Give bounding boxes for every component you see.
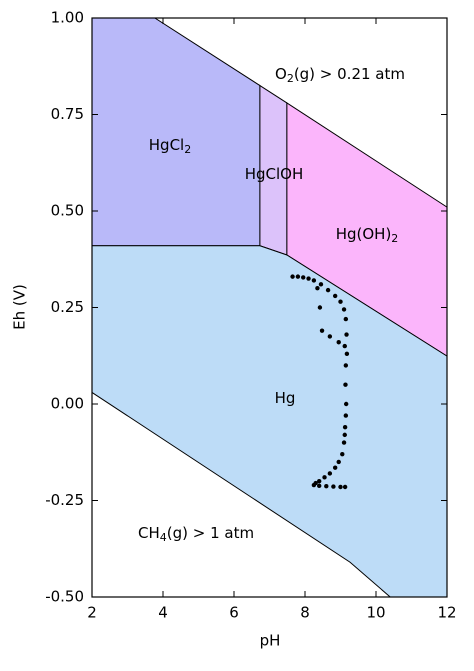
- data-point: [343, 401, 349, 407]
- data-point: [342, 343, 347, 349]
- data-point: [341, 440, 347, 445]
- annotation: O2(g) > 0.21 atm: [275, 65, 405, 86]
- region-label: HgClOH: [245, 165, 304, 183]
- y-tick-label: -0.50: [45, 588, 84, 606]
- x-tick-label: 2: [87, 604, 97, 622]
- data-point: [315, 286, 320, 291]
- data-point: [311, 482, 317, 488]
- region-label: HgCl2: [149, 136, 191, 157]
- data-point: [342, 424, 348, 430]
- label-part: O: [275, 65, 287, 83]
- data-point: [322, 475, 327, 480]
- data-point: [343, 382, 348, 387]
- data-point: [290, 274, 295, 279]
- label-part: Hg: [275, 389, 296, 407]
- x-tick-label: 4: [158, 604, 168, 622]
- y-tick-label: 0.75: [51, 105, 84, 123]
- x-tick-label: 12: [437, 604, 456, 622]
- data-point: [340, 451, 345, 457]
- region-label: Hg(OH)2: [336, 225, 399, 246]
- label-part: Hg(OH): [336, 225, 392, 243]
- data-point: [338, 484, 343, 490]
- data-point: [327, 471, 333, 476]
- data-point: [342, 484, 348, 490]
- x-axis-label: pH: [260, 632, 281, 650]
- label-part: (g) > 0.21 atm: [294, 65, 405, 83]
- label-part: CH: [138, 524, 160, 542]
- data-point: [318, 282, 324, 287]
- data-point: [338, 299, 343, 304]
- data-point: [295, 274, 301, 279]
- data-point: [306, 276, 311, 281]
- data-point: [344, 351, 350, 357]
- data-point: [343, 316, 349, 322]
- x-tick-label: 8: [300, 604, 310, 622]
- label-part: 4: [160, 531, 167, 544]
- data-point: [331, 484, 336, 489]
- data-point: [301, 275, 306, 280]
- data-point: [342, 432, 347, 438]
- y-axis-label: Eh (V): [11, 284, 29, 330]
- region: [91, 17, 261, 247]
- data-point: [317, 479, 322, 484]
- y-tick-label: -0.25: [45, 491, 84, 509]
- label-part: 2: [391, 232, 398, 245]
- annotation: CH4(g) > 1 atm: [138, 524, 254, 545]
- data-point: [344, 332, 349, 337]
- label-part: HgCl: [149, 136, 184, 154]
- data-point: [336, 340, 341, 345]
- label-part: 2: [287, 72, 294, 85]
- y-tick-label: 0.25: [51, 298, 84, 316]
- data-point: [343, 413, 349, 418]
- y-tick-label: 0.00: [51, 395, 84, 413]
- label-part: HgClOH: [245, 165, 304, 183]
- label-part: (g) > 1 atm: [167, 524, 254, 542]
- data-point: [317, 483, 322, 489]
- x-tick-label: 6: [229, 604, 239, 622]
- data-point: [327, 334, 333, 339]
- data-point: [332, 465, 338, 470]
- region-label: Hg: [275, 389, 296, 407]
- data-point: [332, 293, 338, 299]
- data-point: [343, 363, 349, 368]
- data-point: [325, 287, 331, 293]
- data-point: [341, 307, 347, 312]
- data-point: [311, 278, 317, 283]
- data-point: [324, 484, 329, 489]
- x-tick-label: 10: [366, 604, 385, 622]
- data-point: [317, 305, 323, 310]
- data-point: [336, 459, 341, 465]
- y-tick-label: 0.50: [51, 202, 84, 220]
- data-point: [319, 328, 325, 333]
- label-part: 2: [184, 143, 191, 156]
- y-tick-label: 1.00: [51, 9, 84, 27]
